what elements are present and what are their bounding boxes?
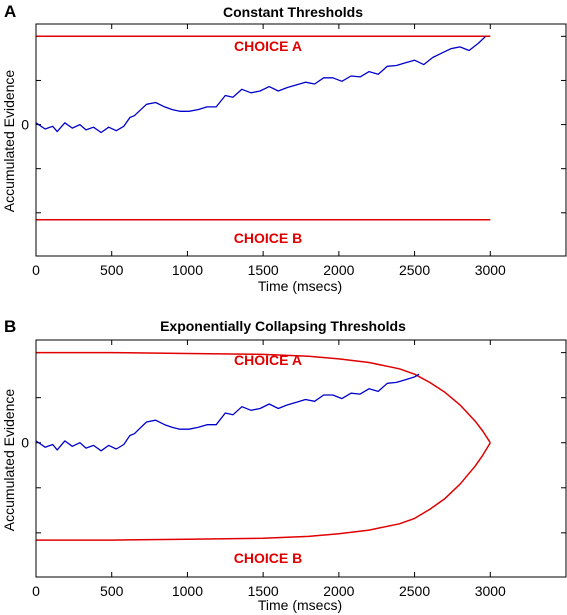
panel-b-choice-b-label: CHOICE B — [234, 550, 302, 566]
panel-b-title: Exponentially Collapsing Thresholds — [160, 318, 406, 334]
panel-b-threshold-lower-line — [36, 442, 491, 541]
panel-b-evidence-line — [35, 373, 420, 452]
panel-b-y-ticks: 0 — [21, 352, 566, 534]
panel-b-x-tick-label: 1500 — [248, 583, 279, 599]
panel-b-series — [35, 351, 491, 541]
panel-a-x-ticks: 0 500 1000 1500 2000 2500 3000 — [32, 24, 506, 278]
panel-b-y-tick-label: 0 — [21, 435, 29, 451]
panel-a-x-tick-label: 3000 — [475, 262, 506, 278]
panel-a-y-tick-label: 0 — [21, 117, 29, 133]
panel-b-x-tick-label: 2500 — [399, 583, 430, 599]
panel-a-letter: A — [4, 2, 16, 21]
panel-a-title: Constant Thresholds — [223, 4, 363, 20]
panel-a-choice-a-label: CHOICE A — [234, 38, 302, 54]
panel-a-evidence-line — [35, 35, 487, 134]
panel-b-x-tick-label: 1000 — [172, 583, 203, 599]
panel-a-x-tick-label: 500 — [100, 262, 124, 278]
panel-b-threshold-upper-line — [36, 351, 491, 444]
panel-b-x-tick-label: 2000 — [323, 583, 354, 599]
panel-a-x-tick-label: 1000 — [172, 262, 203, 278]
panel-b: B Exponentially Collapsing Thresholds Ti… — [1, 317, 567, 613]
panel-a-x-tick-label: 0 — [32, 262, 40, 278]
panel-b-x-tick-label: 0 — [32, 583, 40, 599]
panel-b-plot-frame — [35, 339, 567, 578]
panel-a-plot-frame — [35, 23, 567, 257]
panel-a-series — [35, 35, 491, 221]
panel-b-x-tick-label: 500 — [100, 583, 124, 599]
panel-a-x-tick-label: 2000 — [323, 262, 354, 278]
panel-a-ylabel: Accumulated Evidence — [1, 70, 17, 213]
panel-b-x-tick-label: 3000 — [475, 583, 506, 599]
panel-a-y-ticks: 0 — [21, 35, 566, 214]
panel-b-xlabel: Time (msecs) — [258, 597, 342, 613]
panel-a-x-tick-label: 1500 — [248, 262, 279, 278]
panel-b-x-ticks: 0 500 1000 1500 2000 2500 3000 — [32, 340, 506, 599]
panel-a-x-tick-label: 2500 — [399, 262, 430, 278]
panel-a: A Constant Thresholds Time (msecs) Accum… — [1, 2, 567, 294]
panel-a-choice-b-label: CHOICE B — [234, 230, 302, 246]
panel-b-ylabel: Accumulated Evidence — [1, 389, 17, 532]
panel-b-letter: B — [4, 317, 16, 336]
panel-a-xlabel: Time (msecs) — [258, 278, 342, 294]
